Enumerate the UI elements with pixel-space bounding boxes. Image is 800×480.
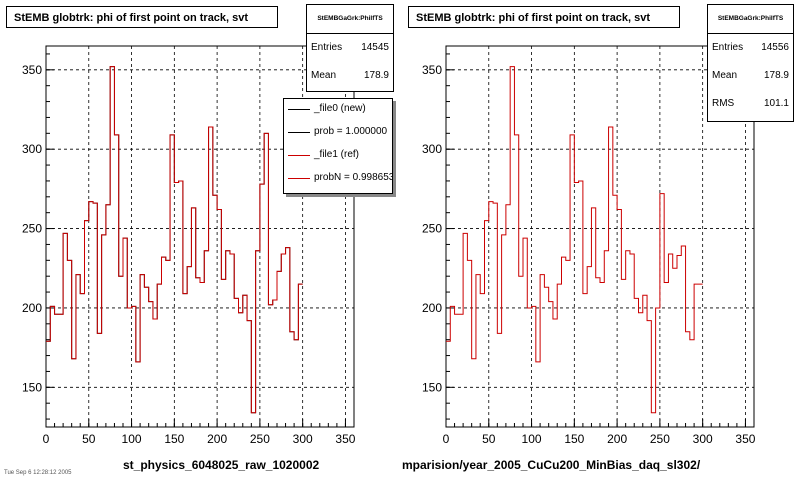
right-y-tick-label: 150	[422, 380, 442, 394]
timestamp-footnote: Tue Sep 6 12:28:12 2005	[4, 470, 72, 476]
legend-text-prob: prob = 1.000000	[314, 126, 388, 137]
right-stats-mean-key: Mean	[712, 70, 738, 81]
legend-line-prob	[288, 132, 310, 133]
legend-line-probn	[288, 178, 310, 179]
left-histogram-pad: 0 50 100 150 200 250 300 350 150 200 250 300 350 StE…	[6, 4, 394, 472]
left-x-tick-label: 50	[82, 432, 96, 446]
left-x-tick-label: 100	[122, 432, 142, 446]
legend-entry-prob: prob = 1.000000	[284, 122, 392, 144]
left-stats-entries-key: Entries	[311, 42, 343, 53]
right-stats-mean-value: 178.9	[763, 70, 789, 81]
legend-entry-file1: _file1 (ref)	[284, 145, 392, 167]
legend-text-probn: probN = 0.998653	[314, 172, 393, 183]
left-stats-name: StEMBGaGrk:PhiIfTS	[307, 5, 393, 34]
left-stats-mean-key: Mean	[311, 70, 337, 81]
right-histogram-plot: 0 50 100 150 200 250 300 350 150 200 250 300 350	[422, 45, 756, 446]
left-stats-entries-row: Entries 14545	[307, 34, 393, 62]
right-y-tick-label: 300	[422, 142, 442, 156]
left-stats-mean-row: Mean 178.9	[307, 62, 393, 90]
legend-line-file0	[288, 109, 310, 110]
right-stats-rms-key: RMS	[712, 98, 735, 109]
left-x-tick-label: 250	[250, 432, 270, 446]
right-stats-entries-key: Entries	[712, 42, 744, 53]
right-stats-rms-row: RMS 101.1	[708, 90, 793, 118]
right-y-tick-label: 200	[422, 301, 442, 315]
legend-entry-probn: probN = 0.998653	[284, 168, 393, 190]
right-x-tick-label: 300	[693, 432, 713, 446]
left-x-tick-label: 200	[207, 432, 227, 446]
left-y-tick-label: 250	[22, 222, 42, 236]
left-series-1-line	[46, 66, 303, 414]
right-x-axis-label: mparision/year_2005_CuCu200_MinBias_daq_…	[402, 458, 701, 472]
right-stats-rms-value: 101.1	[763, 98, 789, 109]
left-stats-box: StEMBGaGrk:PhiIfTS Entries 14545 Mean 17…	[306, 4, 394, 92]
right-x-tick-label: 0	[443, 432, 450, 446]
left-x-tick-label: 300	[293, 432, 313, 446]
right-stats-box: StEMBGaGrk:PhiIfTS Entries 14556 Mean 17…	[707, 4, 794, 122]
left-x-tick-label: 150	[164, 432, 184, 446]
right-stats-entries-row: Entries 14556	[708, 34, 793, 62]
left-plot-title: StEMB globtrk: phi of first point on tra…	[6, 6, 278, 28]
right-y-tick-label: 250	[422, 222, 442, 236]
right-stats-mean-row: Mean 178.9	[708, 62, 793, 90]
left-stats-entries-value: 14545	[361, 42, 389, 53]
right-x-tick-label: 50	[482, 432, 496, 446]
left-y-tick-label: 150	[22, 380, 42, 394]
legend-entry-file0: _file0 (new)	[284, 99, 392, 121]
left-y-tick-label: 300	[22, 142, 42, 156]
left-legend: _file0 (new) prob = 1.000000 _file1 (ref…	[283, 98, 393, 194]
left-x-axis-label: st_physics_6048025_raw_1020002	[123, 458, 320, 472]
left-x-tick-label: 350	[335, 432, 355, 446]
right-histogram-pad: 0 50 100 150 200 250 300 350 150 200 250 300 350 StE…	[400, 0, 800, 480]
right-stats-name: StEMBGaGrk:PhiIfTS	[708, 5, 793, 34]
left-y-tick-label: 350	[22, 63, 42, 77]
right-x-tick-label: 250	[650, 432, 670, 446]
right-stats-entries-value: 14556	[761, 42, 789, 53]
legend-text-file0: _file0 (new)	[314, 103, 366, 114]
right-plot-title: StEMB globtrk: phi of first point on tra…	[408, 6, 680, 28]
right-x-tick-label: 350	[735, 432, 755, 446]
legend-line-file1	[288, 155, 310, 156]
right-x-tick-label: 150	[564, 432, 584, 446]
right-x-tick-label: 100	[522, 432, 542, 446]
right-y-tick-label: 350	[422, 63, 442, 77]
left-x-tick-label: 0	[43, 432, 50, 446]
left-y-tick-label: 200	[22, 301, 42, 315]
legend-text-file1: _file1 (ref)	[314, 149, 360, 160]
right-series-0-line	[446, 66, 703, 414]
left-stats-mean-value: 178.9	[363, 70, 389, 81]
right-x-tick-label: 200	[607, 432, 627, 446]
